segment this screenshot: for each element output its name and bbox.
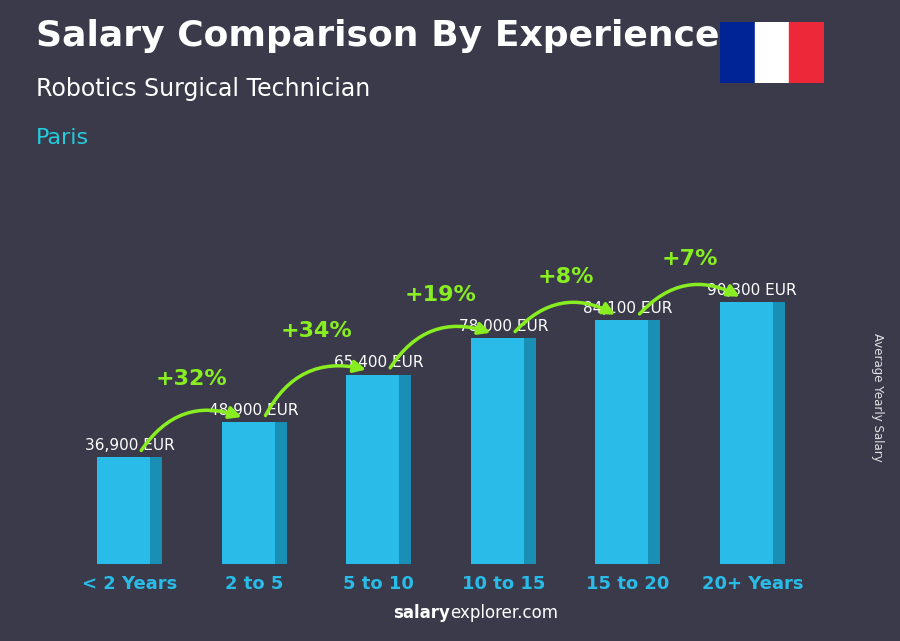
Text: +19%: +19% bbox=[405, 285, 477, 304]
Text: +32%: +32% bbox=[156, 369, 228, 389]
Text: Salary Comparison By Experience: Salary Comparison By Experience bbox=[36, 19, 719, 53]
Text: 36,900 EUR: 36,900 EUR bbox=[85, 438, 175, 453]
Bar bbox=[773, 303, 785, 564]
Bar bbox=[400, 374, 411, 564]
Bar bbox=[720, 22, 754, 83]
Text: 84,100 EUR: 84,100 EUR bbox=[583, 301, 672, 316]
Text: +8%: +8% bbox=[537, 267, 594, 287]
Text: Average Yearly Salary: Average Yearly Salary bbox=[871, 333, 884, 462]
Bar bbox=[346, 374, 411, 564]
Text: explorer.com: explorer.com bbox=[450, 604, 558, 622]
Text: Robotics Surgical Technician: Robotics Surgical Technician bbox=[36, 77, 370, 101]
Bar bbox=[471, 338, 536, 564]
Text: 90,300 EUR: 90,300 EUR bbox=[707, 283, 797, 298]
Bar bbox=[754, 22, 789, 83]
Bar bbox=[649, 320, 660, 564]
Text: +7%: +7% bbox=[662, 249, 718, 269]
Bar bbox=[97, 457, 162, 564]
Text: salary: salary bbox=[393, 604, 450, 622]
Text: +34%: +34% bbox=[281, 321, 353, 341]
Bar bbox=[720, 303, 785, 564]
Text: 65,400 EUR: 65,400 EUR bbox=[334, 355, 424, 370]
Text: 78,000 EUR: 78,000 EUR bbox=[459, 319, 548, 334]
Bar bbox=[789, 22, 824, 83]
Text: 48,900 EUR: 48,900 EUR bbox=[210, 403, 299, 418]
Text: Paris: Paris bbox=[36, 128, 89, 148]
Bar bbox=[222, 422, 286, 564]
Bar bbox=[275, 422, 286, 564]
Bar bbox=[150, 457, 162, 564]
Bar bbox=[524, 338, 536, 564]
Bar bbox=[596, 320, 660, 564]
